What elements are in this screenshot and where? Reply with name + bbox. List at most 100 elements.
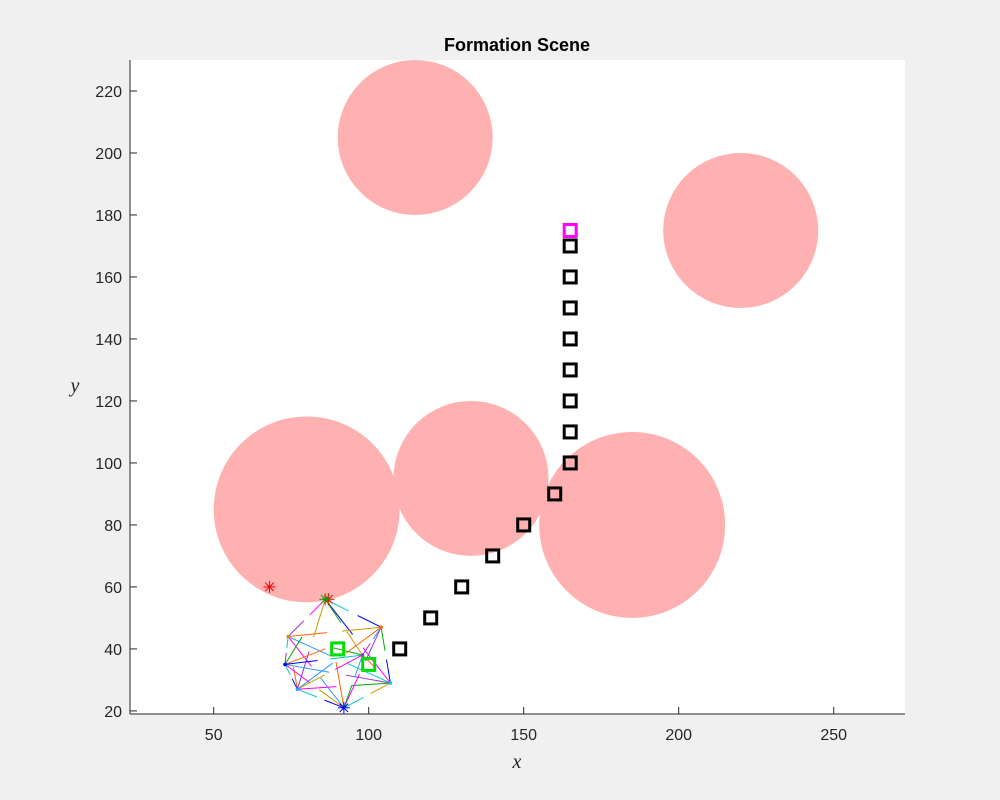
interaction-line — [343, 696, 364, 709]
axes-layer — [129, 60, 905, 715]
interaction-line — [380, 627, 386, 651]
y-tick-label: 100 — [95, 456, 122, 473]
interaction-line — [362, 643, 371, 656]
interaction-line — [351, 682, 391, 687]
asterisk-stroke — [320, 594, 330, 604]
path-waypoint-marker — [516, 517, 532, 533]
interaction-line — [346, 674, 391, 684]
y-tick-label: 140 — [95, 332, 122, 349]
obstacle-circle — [539, 431, 726, 618]
asterisk-stroke — [339, 703, 349, 713]
interaction-line — [297, 688, 318, 698]
y-tick-label: 220 — [95, 84, 122, 101]
interaction-line — [386, 659, 391, 684]
obstacle-circle — [213, 416, 400, 603]
interaction-line — [343, 673, 360, 709]
agent-point — [286, 634, 290, 639]
interaction-line — [296, 651, 310, 690]
interaction-line — [284, 660, 318, 665]
interaction-line — [297, 662, 333, 690]
path-waypoint-marker — [562, 331, 578, 347]
path-waypoint-marker — [562, 393, 578, 409]
interaction-line — [372, 626, 382, 640]
obstacles-layer — [213, 60, 819, 618]
path-waypoint-marker — [562, 424, 578, 440]
interaction-line — [284, 663, 330, 673]
obstacle-circle — [337, 60, 493, 215]
asterisk-marker — [337, 701, 350, 714]
interaction-line — [288, 632, 328, 638]
goal-marker — [562, 222, 578, 238]
interaction-line — [331, 646, 363, 656]
interaction-line — [286, 636, 289, 649]
path-waypoint-marker — [562, 362, 578, 378]
leader-marker — [330, 641, 346, 657]
y-tick-label: 60 — [104, 580, 122, 597]
y-tick-label: 180 — [95, 208, 122, 225]
path-waypoint-marker — [547, 486, 563, 502]
agent-point — [360, 653, 365, 657]
asterisk-marker — [263, 580, 276, 593]
agent-point — [388, 681, 393, 685]
y-tick-label: 80 — [104, 518, 122, 535]
x-tick-label: 50 — [205, 727, 223, 744]
x-tick-label: 150 — [510, 727, 537, 744]
interaction-line — [287, 620, 305, 637]
path-waypoint-marker — [562, 300, 578, 316]
obstacle-circle — [393, 400, 549, 556]
interaction-line — [324, 599, 354, 635]
x-axis-label: x — [512, 751, 522, 773]
obstacle-circle — [663, 152, 819, 308]
y-tick-label: 160 — [95, 270, 122, 287]
chart-title: Formation Scene — [444, 35, 590, 55]
interaction-line — [329, 654, 363, 660]
agent-point — [295, 687, 300, 692]
path-waypoint-marker — [392, 641, 408, 657]
interaction-line — [291, 678, 298, 690]
interaction-line — [287, 636, 332, 657]
interaction-line — [343, 685, 353, 708]
x-tick-label: 100 — [355, 727, 382, 744]
leader-marker — [361, 656, 377, 672]
interaction-line — [362, 647, 391, 684]
interaction-line — [324, 699, 345, 709]
markers-layer — [263, 222, 578, 714]
asterisk-marker — [319, 593, 332, 606]
agent-point — [283, 662, 287, 667]
interaction-line — [334, 654, 363, 670]
agent-point — [379, 625, 383, 630]
interaction-line — [284, 664, 291, 676]
interaction-line — [297, 674, 325, 690]
interaction-line — [346, 631, 363, 656]
interaction-line — [284, 652, 287, 665]
plot-area — [130, 60, 905, 714]
interaction-line — [284, 664, 311, 684]
interaction-line — [320, 677, 345, 709]
interaction-line — [318, 689, 345, 709]
y-axis-label: y — [69, 375, 80, 397]
asterisk-stroke — [264, 582, 275, 592]
interaction-line — [341, 626, 382, 632]
interaction-line — [335, 662, 345, 708]
path-waypoint-marker — [454, 579, 470, 595]
interaction-line — [284, 648, 326, 665]
path-waypoint-marker — [562, 269, 578, 285]
interaction-line — [370, 682, 391, 694]
interaction-line — [313, 599, 326, 638]
x-tick-label: 200 — [665, 727, 692, 744]
interaction-line — [297, 686, 337, 690]
interaction-line — [354, 654, 363, 678]
y-tick-label: 120 — [95, 394, 122, 411]
path-waypoint-marker — [423, 610, 439, 626]
interaction-line — [357, 615, 382, 628]
path-waypoint-marker — [562, 238, 578, 254]
y-tick-label: 20 — [104, 704, 122, 721]
interaction-line — [365, 627, 382, 662]
interaction-line — [284, 636, 303, 665]
x-tick-label: 250 — [820, 727, 847, 744]
interaction-line — [345, 626, 382, 654]
path-waypoint-marker — [485, 548, 501, 564]
y-tick-label: 200 — [95, 146, 122, 163]
interaction-line — [347, 663, 391, 684]
